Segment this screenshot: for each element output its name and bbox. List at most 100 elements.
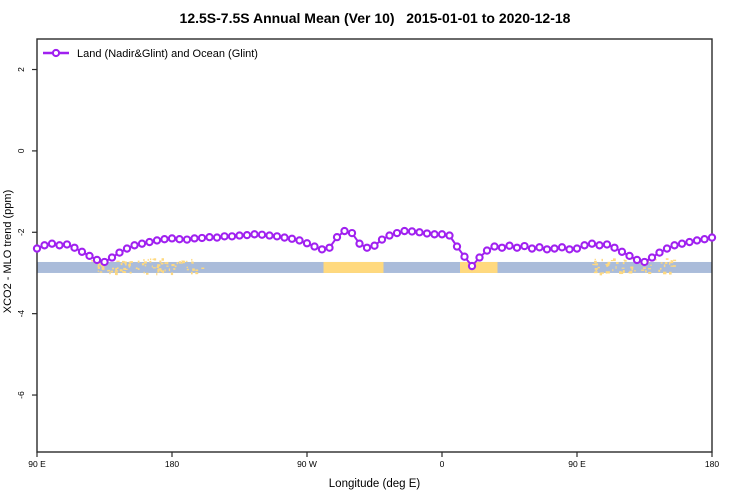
island-speckle — [669, 261, 673, 264]
data-marker — [565, 245, 574, 254]
data-marker — [145, 237, 154, 247]
island-speckle — [612, 269, 614, 272]
island-speckle — [143, 261, 147, 264]
y-axis-label: XCO2 - MLO trend (ppm) — [2, 190, 14, 313]
island-speckle — [123, 271, 127, 273]
data-marker — [220, 232, 229, 241]
island-speckle — [158, 268, 162, 271]
data-marker — [362, 243, 372, 252]
island-speckle — [151, 265, 153, 268]
legend-marker — [51, 48, 61, 58]
island-speckle — [116, 267, 119, 269]
island-speckle — [670, 265, 674, 267]
island-speckle — [664, 262, 668, 264]
data-marker — [40, 241, 49, 250]
island-speckle — [176, 262, 178, 265]
data-marker — [610, 243, 619, 252]
data-marker — [182, 235, 192, 244]
island-speckle — [160, 269, 163, 273]
island-speckle — [594, 258, 596, 261]
legend-label: Land (Nadir&Glint) and Ocean (Glint) — [77, 48, 258, 60]
island-speckle — [195, 271, 198, 275]
island-speckle — [137, 268, 140, 270]
data-marker — [392, 228, 402, 238]
island-speckle — [145, 272, 149, 275]
data-marker — [100, 257, 109, 267]
data-marker — [92, 255, 102, 265]
x-tick-label: 90 E — [568, 459, 586, 469]
island-speckle — [648, 271, 652, 275]
island-speckle — [160, 262, 164, 265]
island-speckle — [157, 271, 160, 273]
island-speckle — [173, 268, 176, 270]
island-speckle — [195, 269, 199, 272]
data-marker — [332, 233, 342, 242]
island-speckle — [164, 269, 166, 272]
island-speckle — [185, 260, 188, 262]
data-marker — [317, 245, 327, 254]
data-marker — [512, 243, 522, 252]
data-marker — [572, 244, 582, 253]
data-marker — [32, 244, 42, 253]
data-marker — [602, 240, 612, 249]
island-speckle — [630, 266, 634, 269]
island-speckle — [164, 262, 167, 265]
data-marker — [302, 239, 312, 248]
island-speckle — [157, 264, 161, 267]
island-speckle — [673, 259, 677, 262]
x-tick-label: 0 — [440, 459, 445, 469]
island-speckle — [201, 267, 205, 269]
island-speckle — [100, 264, 103, 267]
island-speckle — [663, 271, 667, 275]
island-speckle — [622, 262, 625, 265]
data-marker — [700, 235, 709, 244]
island-speckle — [191, 258, 193, 261]
data-marker — [197, 233, 207, 243]
island-speckle — [645, 270, 647, 273]
island-speckle — [642, 267, 646, 269]
island-speckle — [99, 271, 103, 273]
data-marker — [535, 243, 544, 252]
island-speckle — [669, 272, 671, 275]
data-marker — [310, 242, 319, 251]
island-speckle — [129, 262, 131, 265]
island-speckle — [97, 270, 100, 272]
x-axis-label: Longitude (deg E) — [329, 478, 421, 490]
island-speckle — [663, 264, 666, 268]
data-marker — [175, 235, 184, 244]
y-tick-label: 0 — [16, 148, 26, 153]
island-speckle — [149, 258, 152, 261]
data-marker — [212, 233, 222, 242]
island-speckle — [190, 271, 193, 275]
island-speckle — [137, 260, 140, 263]
data-marker — [242, 230, 252, 240]
data-marker — [340, 226, 349, 236]
island-speckle — [125, 263, 127, 266]
island-speckle — [671, 260, 674, 264]
island-speckle — [124, 261, 127, 265]
island-speckle — [621, 267, 625, 269]
island-speckle — [670, 260, 673, 262]
data-marker — [505, 241, 514, 250]
y-tick-label: -6 — [16, 391, 26, 399]
data-marker — [85, 251, 94, 261]
island-speckle — [116, 260, 120, 262]
island-speckle — [109, 272, 111, 275]
island-speckle — [130, 261, 133, 263]
island-speckle — [91, 260, 95, 262]
data-marker — [385, 231, 394, 240]
island-speckle — [119, 269, 123, 272]
data-marker — [295, 236, 304, 245]
data-marker — [77, 247, 87, 256]
island-speckle — [114, 271, 117, 273]
island-speckle — [107, 270, 111, 272]
island-speckle — [152, 258, 155, 260]
island-speckle — [174, 265, 177, 268]
island-speckle — [115, 270, 119, 272]
island-speckle — [157, 268, 160, 272]
data-marker — [632, 255, 642, 265]
island-speckle — [641, 269, 645, 271]
island-speckle — [181, 260, 185, 262]
data-marker — [452, 242, 462, 251]
data-marker — [647, 253, 657, 262]
